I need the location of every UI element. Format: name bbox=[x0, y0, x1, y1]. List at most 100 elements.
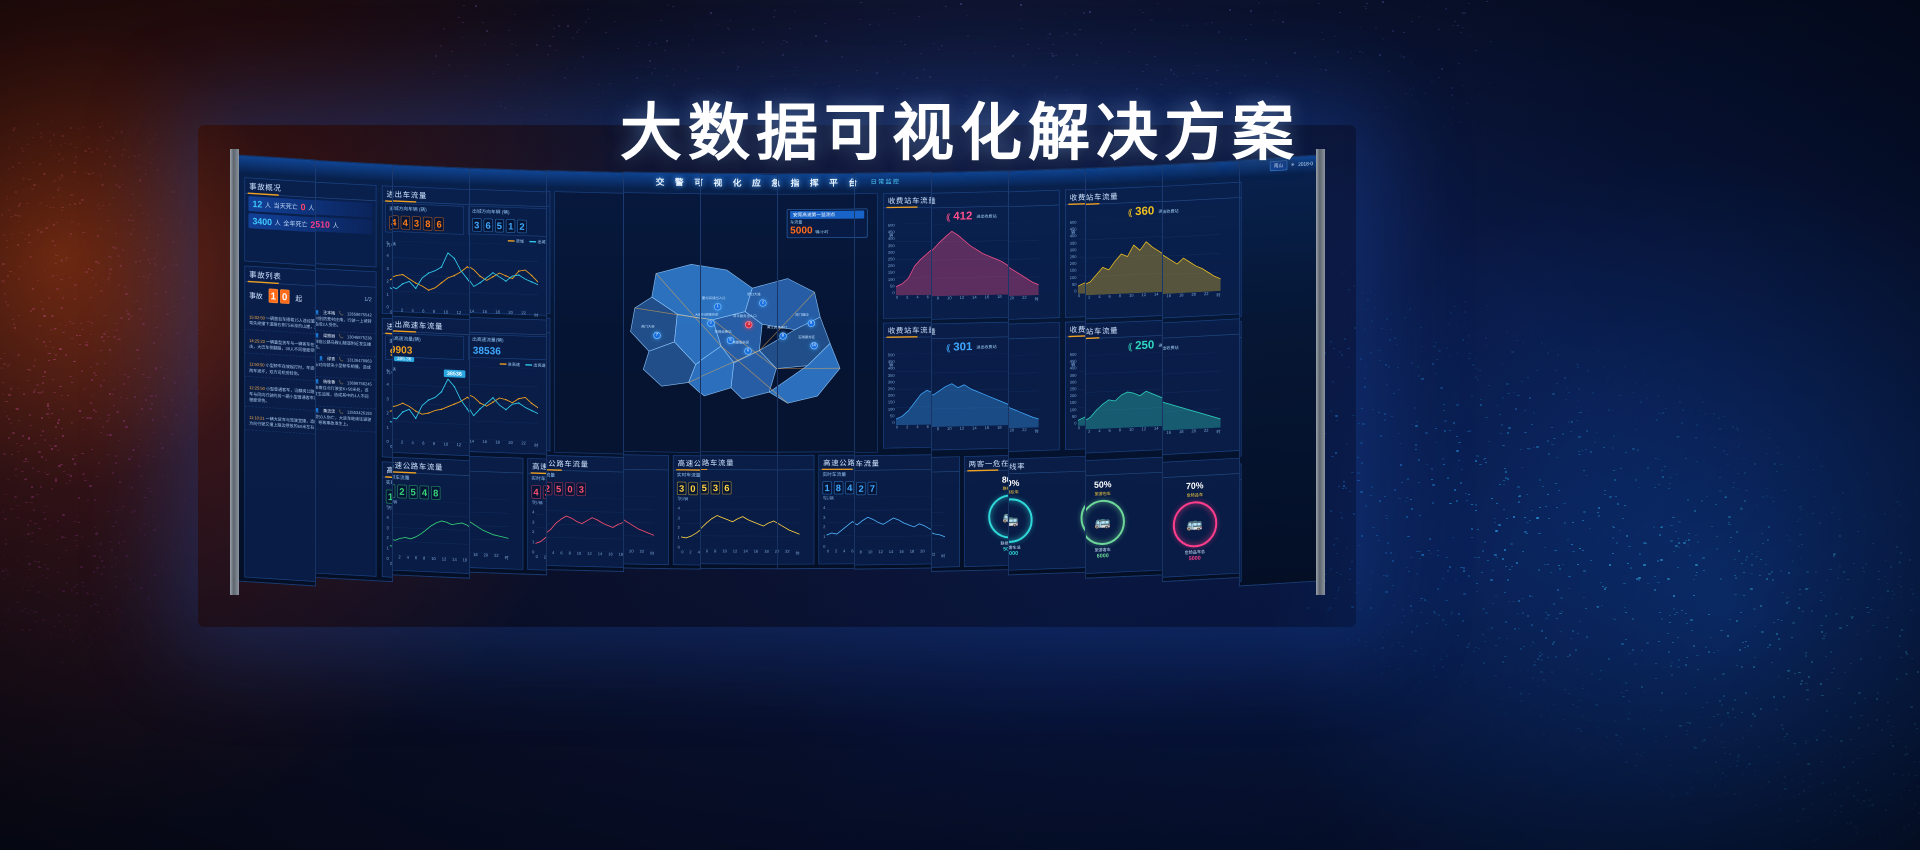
x-tick: 12 bbox=[878, 551, 883, 557]
map-marker-label: 桥口大道 bbox=[747, 292, 760, 297]
x-tick: 2 bbox=[401, 440, 403, 446]
digit: 3 bbox=[412, 216, 421, 230]
y-tick: 3 bbox=[823, 516, 825, 520]
accident-list-item[interactable]: 👤黄志忠📞1355342619311:10:21 一辆大货车与驾驶室撞，造成50… bbox=[245, 407, 316, 439]
dashboard-wall: 交 警 可 视 化 应 急 指 挥 平 台日常监控南山☀2018-0事故概况12… bbox=[238, 155, 1316, 587]
map-panel: 1篁村高速出入口2桥口大道3大朗行政服务区4常平服务出入口5凤岗收费站6塘厦服务… bbox=[554, 191, 624, 460]
legend-label: 进城 bbox=[516, 239, 524, 243]
region-map[interactable] bbox=[623, 192, 701, 456]
map-marker-label: 大朗行政服务区 bbox=[700, 313, 718, 318]
map-panel: 1篁村高速出入口2桥口大道3大朗行政服务区4常平服务出入口5凤岗收费站6塘厦服务… bbox=[700, 193, 778, 453]
x-axis-unit: 时 bbox=[534, 442, 538, 448]
x-tick: 16 bbox=[608, 553, 613, 559]
x-tick: 14 bbox=[972, 296, 977, 302]
x-tick: 16 bbox=[985, 426, 990, 432]
x-axis: 0246810121416182022时 bbox=[681, 550, 701, 558]
x-tick: 10 bbox=[947, 296, 952, 302]
toll-station-panel-1: 收费站车流量((412进出收费站辆50045040035030025020015… bbox=[883, 191, 932, 319]
highway-in-flow-panel-plot: 54321038536385.360246810121416182022时 bbox=[546, 362, 550, 445]
inout-flow-panel-counter-digits: 36512 bbox=[469, 216, 546, 236]
inout-flow-panel-counter: 出城方向车辆 (辆)36512 bbox=[546, 206, 547, 236]
y-tick: 0 bbox=[888, 292, 895, 296]
x-tick: 6 bbox=[560, 551, 562, 557]
toll-station-title: 收费站车流量 bbox=[884, 321, 932, 338]
map-kpi-card: 安莞高速第一监测点车流量5000辆/小时 bbox=[854, 209, 868, 239]
digit: 8 bbox=[431, 486, 440, 500]
phone-icon: 📞 bbox=[339, 409, 344, 415]
dashboard-root: 交 警 可 视 化 应 急 指 挥 平 台日常监控南山☀2018-0事故概况12… bbox=[392, 164, 470, 578]
legend-label: 出高速 bbox=[533, 363, 545, 367]
inout-flow-panel-counter: 进城方向车辆 (辆)44386 bbox=[392, 202, 464, 234]
accident-stat-row: 3400人全年死亡2510人 bbox=[248, 214, 316, 237]
accident-count-digits: 10 bbox=[265, 287, 292, 307]
x-tick: 22 bbox=[521, 441, 526, 447]
highway-flow-plot: 5432100246810121416182022时 bbox=[777, 497, 814, 557]
x-tick: 22 bbox=[931, 553, 935, 559]
digit: 4 bbox=[401, 215, 410, 229]
toll-station-panel-3: 收费站车流量((301进出收费站辆50045040035030025020015… bbox=[931, 320, 1009, 451]
legend-item: 出高速 bbox=[525, 361, 545, 368]
x-tick: 12 bbox=[960, 296, 965, 302]
wall-segment: 交 警 可 视 化 应 急 指 挥 平 台日常监控南山☀2018-0事故概况12… bbox=[1008, 167, 1086, 574]
legend-label: 出城 bbox=[537, 240, 545, 244]
y-tick: 100 bbox=[888, 408, 895, 412]
dashboard-root: 交 警 可 视 化 应 急 指 挥 平 台日常监控南山☀2018-0事故概况12… bbox=[1008, 167, 1086, 574]
y-tick: 3 bbox=[678, 517, 680, 521]
x-axis: 0246810121416182022时 bbox=[827, 549, 855, 556]
y-tick: 4 bbox=[678, 507, 680, 511]
x-tick: 4 bbox=[412, 309, 414, 315]
highway-svg-holder: 0246810121416182022时 bbox=[931, 499, 945, 562]
dashboard-root: 交 警 可 视 化 应 急 指 挥 平 台日常监控南山☀2018-0事故概况12… bbox=[777, 173, 855, 569]
toll-station-plot: 5004504003503002502001501005000246810121… bbox=[931, 352, 1009, 435]
y-tick: 2 bbox=[387, 411, 389, 415]
x-tick: 0 bbox=[536, 555, 538, 561]
map-marker-10[interactable]: 10 bbox=[810, 342, 817, 349]
x-tick: 8 bbox=[569, 552, 571, 558]
inout-flow-panel-svg-holder: 0246810121416182022时 bbox=[469, 240, 538, 318]
highway-flow-panel-2: 高速公路车流量实时车流量42503万/辆54321002468101214161… bbox=[623, 453, 669, 565]
region-map[interactable] bbox=[555, 192, 624, 461]
map-marker-label: 凤岗收费站 bbox=[715, 329, 732, 334]
highway-flow-title: 高速公路车流量 bbox=[854, 455, 932, 472]
highway-flow-panel-4: 高速公路车流量实时车流量18427万/辆54321002468101214161… bbox=[931, 456, 960, 570]
digit: 5 bbox=[700, 481, 709, 494]
x-axis-unit: 时 bbox=[505, 554, 509, 560]
digit: 2 bbox=[517, 219, 526, 233]
dashboard-root: 交 警 可 视 化 应 急 指 挥 平 台日常监控南山☀2018-0事故概况12… bbox=[546, 170, 624, 572]
accident-stat-label: 全年死亡 bbox=[283, 219, 307, 230]
highway-flow-panel-2: 高速公路车流量实时车流量42503万/辆54321002468101214161… bbox=[546, 455, 624, 569]
x-tick: 0 bbox=[896, 426, 898, 432]
y-tick: 4 bbox=[387, 383, 389, 387]
x-tick: 16 bbox=[463, 558, 468, 564]
digit: 6 bbox=[483, 218, 492, 232]
y-tick: 50 bbox=[888, 415, 895, 419]
wall-segment: 交 警 可 视 化 应 急 指 挥 平 台日常监控南山☀2018-0事故概况12… bbox=[392, 164, 470, 578]
dashboard-mode[interactable]: 日常监控 bbox=[871, 177, 901, 186]
x-tick: 18 bbox=[495, 310, 500, 316]
x-tick: 2 bbox=[398, 555, 400, 561]
digit: 5 bbox=[554, 482, 563, 496]
digit: 3 bbox=[577, 482, 586, 496]
accident-page-indicator[interactable]: 1/2 bbox=[364, 296, 371, 303]
accident-stat-unit: 人 bbox=[275, 218, 281, 228]
toll-station-panel-1: 收费站车流量((412进出收费站辆50045040035030025020015… bbox=[931, 190, 1009, 321]
y-tick: 200 bbox=[888, 265, 895, 269]
x-tick: 10 bbox=[868, 551, 873, 557]
x-tick: 10 bbox=[577, 552, 582, 558]
x-tick: 16 bbox=[985, 296, 990, 302]
accident-item-time: 11:10:21 bbox=[249, 416, 264, 421]
digit: 5 bbox=[409, 485, 418, 499]
inout-flow-panel-plot: 5432100246810121416182022时 bbox=[392, 240, 470, 321]
x-tick: 14 bbox=[452, 558, 457, 564]
x-tick: 4 bbox=[916, 426, 918, 432]
accident-count-label: 事故 bbox=[249, 289, 262, 301]
x-tick: 0 bbox=[681, 551, 683, 557]
dashboard-root: 交 警 可 视 化 应 急 指 挥 平 台日常监控南山☀2018-0事故概况12… bbox=[700, 173, 778, 569]
wall-segment: 交 警 可 视 化 应 急 指 挥 平 台日常监控南山☀2018-0事故概况12… bbox=[469, 167, 547, 574]
highway-flow-panel-3: 高速公路车流量实时车流量30536万/辆54321002468101214161… bbox=[700, 455, 778, 565]
online-rate-title: 两客一危在线率 bbox=[965, 450, 1009, 471]
digit: 6 bbox=[435, 217, 444, 231]
x-tick: 6 bbox=[422, 309, 424, 315]
map-marker-label: 塘厦服务区 bbox=[732, 341, 749, 346]
digit: 2 bbox=[546, 482, 552, 496]
